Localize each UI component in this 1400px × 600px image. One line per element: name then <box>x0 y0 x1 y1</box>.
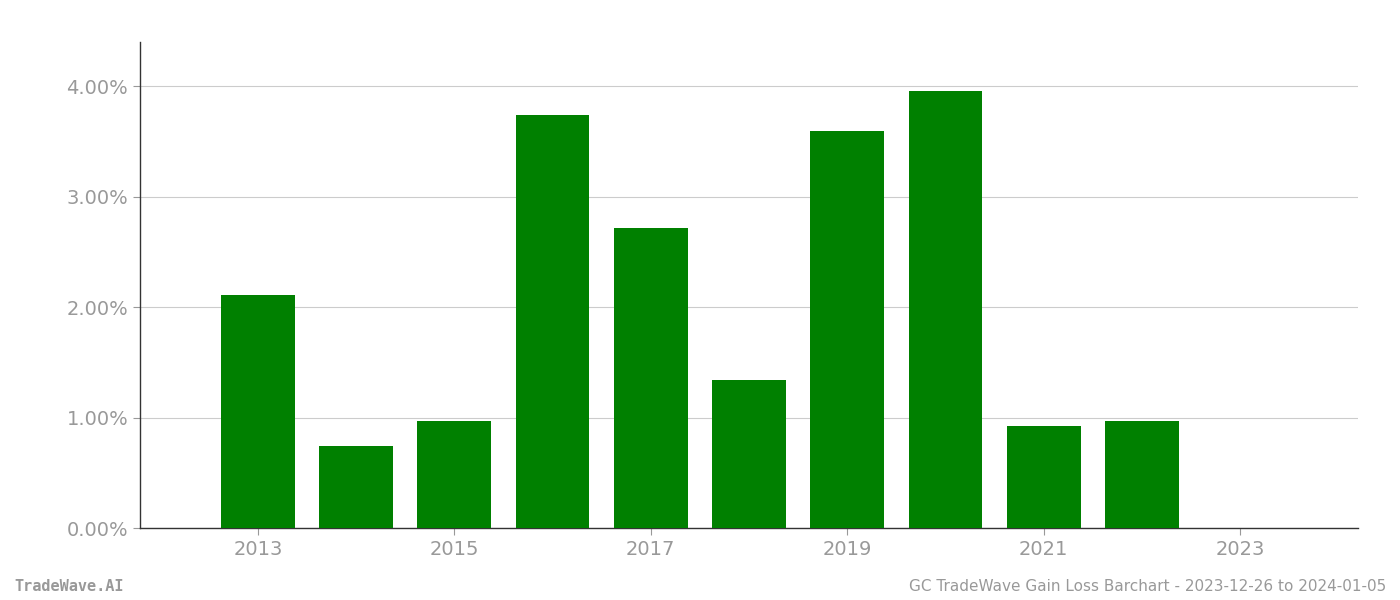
Bar <box>1105 421 1179 528</box>
Bar <box>615 227 687 528</box>
Bar <box>515 115 589 528</box>
Bar <box>909 91 983 528</box>
Bar <box>417 421 491 528</box>
Bar <box>1007 427 1081 528</box>
Text: TradeWave.AI: TradeWave.AI <box>14 579 123 594</box>
Bar <box>319 446 393 528</box>
Bar <box>713 380 785 528</box>
Bar <box>221 295 295 528</box>
Bar <box>811 131 883 528</box>
Text: GC TradeWave Gain Loss Barchart - 2023-12-26 to 2024-01-05: GC TradeWave Gain Loss Barchart - 2023-1… <box>909 579 1386 594</box>
